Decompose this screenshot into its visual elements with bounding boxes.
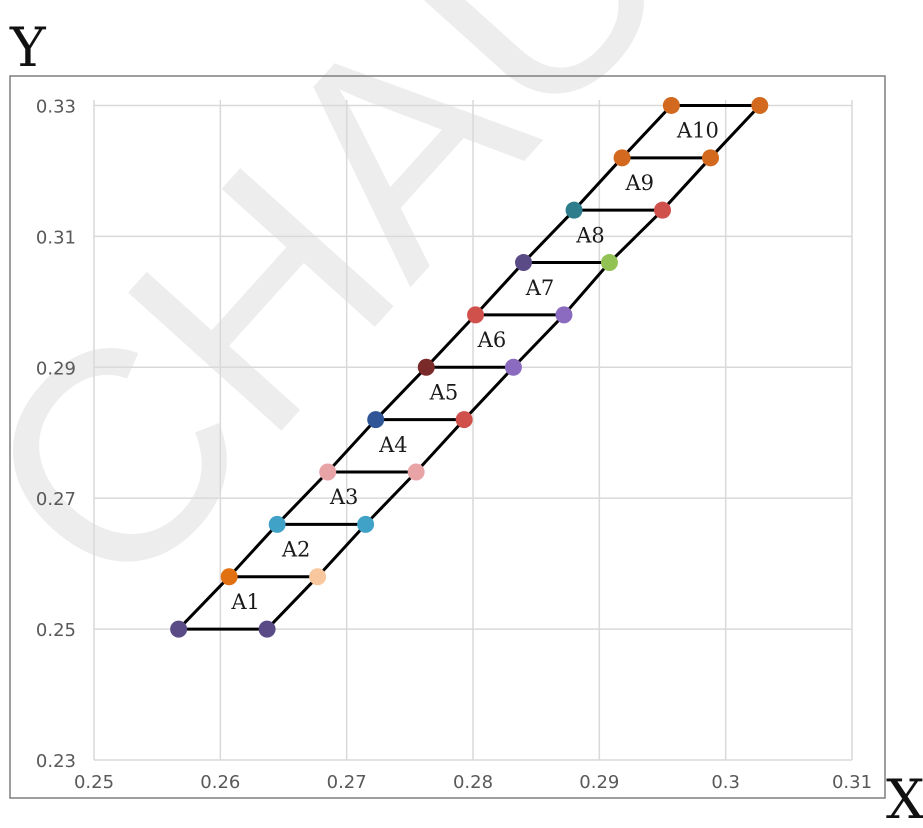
x-tick-label: 0.29 bbox=[579, 772, 619, 793]
region-label: A3 bbox=[329, 485, 359, 509]
watermark: CHAULI bbox=[0, 0, 904, 653]
y-tick-label: 0.25 bbox=[36, 620, 76, 641]
data-point bbox=[504, 358, 522, 376]
data-point bbox=[455, 411, 473, 429]
data-point bbox=[357, 515, 375, 533]
plot-frame bbox=[9, 75, 886, 799]
data-point bbox=[268, 515, 286, 533]
region-label: A2 bbox=[281, 538, 311, 562]
x-tick-label: 0.31 bbox=[832, 772, 872, 793]
x-tick-label: 0.26 bbox=[200, 772, 240, 793]
x-tick-label: 0.25 bbox=[74, 772, 114, 793]
tick-labels: 0.25 0.26 0.27 0.28 0.29 0.3 0.310.230.250.270… bbox=[36, 96, 872, 793]
y-tick-label: 0.23 bbox=[36, 751, 76, 772]
data-point bbox=[467, 306, 485, 324]
data-point bbox=[751, 96, 769, 114]
data-point bbox=[654, 201, 671, 219]
region-label: A6 bbox=[477, 328, 507, 352]
data-point bbox=[613, 149, 631, 167]
data-point bbox=[515, 254, 533, 272]
y-tick-label: 0.27 bbox=[36, 489, 76, 510]
data-point bbox=[367, 411, 385, 429]
region-label: A7 bbox=[525, 276, 555, 300]
x-axis-title: X bbox=[886, 768, 923, 828]
x-tick-label: 0.3 bbox=[711, 772, 740, 793]
data-point bbox=[220, 568, 238, 586]
data-points bbox=[170, 96, 769, 638]
y-tick-label: 0.31 bbox=[36, 227, 76, 248]
data-point bbox=[407, 463, 425, 481]
y-tick-label: 0.29 bbox=[36, 358, 76, 379]
data-point bbox=[258, 620, 276, 638]
region-label: A5 bbox=[429, 380, 459, 404]
region-labels: A1 A2 A3 A4 A5 A6 A7 A8 A9 A10 bbox=[230, 119, 718, 614]
data-point bbox=[600, 254, 618, 272]
data-point bbox=[309, 568, 327, 586]
data-point bbox=[417, 358, 435, 376]
x-tick-label: 0.27 bbox=[327, 772, 367, 793]
data-point bbox=[319, 463, 337, 481]
data-point bbox=[555, 306, 573, 324]
y-tick-label: 0.33 bbox=[36, 96, 76, 117]
data-point bbox=[662, 96, 680, 114]
region-label: A10 bbox=[676, 119, 719, 143]
y-axis-title: Y bbox=[9, 16, 47, 79]
watermark-text: CHAULI bbox=[0, 0, 904, 653]
region-label: A8 bbox=[575, 223, 605, 247]
data-point bbox=[565, 201, 583, 219]
x-tick-label: 0.28 bbox=[453, 772, 493, 793]
data-point bbox=[170, 620, 188, 638]
region-label: A1 bbox=[230, 590, 260, 614]
region-label: A4 bbox=[378, 433, 408, 457]
region-label: A9 bbox=[624, 171, 654, 195]
data-point bbox=[702, 149, 720, 167]
